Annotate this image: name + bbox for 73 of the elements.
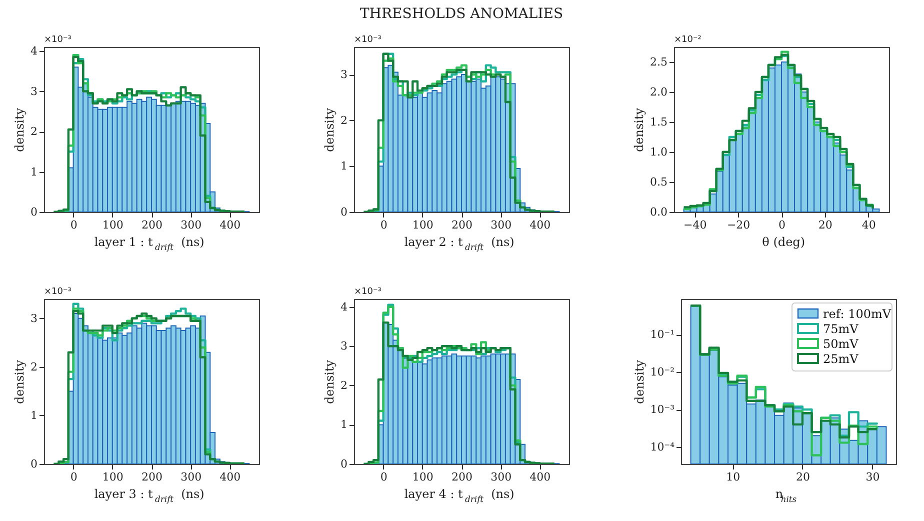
legend-label: 50mV [823,337,859,351]
x-tick-label: 30 [866,470,880,484]
text: ×10⁻³ [354,35,382,45]
y-tick-label: 0.0 [650,206,668,218]
y-tick-label: 1 [30,408,38,422]
y-axis-title: density [632,108,646,152]
x-tick-label: 10 [726,470,740,484]
y-tick-label: 4 [340,300,348,314]
x-tick-label: 0 [380,218,388,232]
x-axis-title: θ (deg) [762,235,806,249]
text: ×10⁻³ [44,35,72,45]
y-tick-label: 4 [30,44,38,58]
y-axis-title: density [12,360,26,404]
y-tick-label: 3 [30,84,38,98]
y-tick-label: 10⁻¹ [650,328,674,342]
x-tick-label: 300 [490,218,512,232]
legend-label: 25mV [823,352,859,366]
x-tick-label: 100 [412,470,434,484]
x-tick-label: 300 [180,218,202,232]
legend-label: 75mV [823,322,859,336]
y-tick-label: 3 [30,312,38,325]
chart-title: THRESHOLDS ANOMALIES [360,6,564,22]
y-tick-label: 2.0 [650,86,668,98]
text: ×10⁻³ [354,287,382,297]
x-tick-label: 300 [180,470,202,484]
x-tick-label: 400 [530,218,551,232]
x-tick-label: 0 [778,218,786,232]
x-tick-label: 200 [142,470,162,484]
y-tick-label: 10⁻⁴ [650,440,676,454]
y-axis-title: density [12,108,26,152]
y-axis-title: density [322,108,336,152]
y-tick-label: 0 [30,458,38,470]
y-tick-label: 2 [30,360,38,374]
x-tick-label: 400 [220,470,241,484]
text: ×10⁻² [674,35,702,45]
x-tick-label: 400 [530,470,551,484]
y-axis-title: density [632,360,646,404]
y-tick-label: 2.5 [650,56,668,68]
x-tick-label: 100 [102,470,124,484]
y-axis-title: density [322,360,336,404]
y-tick-label: 2 [340,378,348,392]
y-tick-label: 0.5 [650,176,668,188]
x-tick-label: 100 [412,218,434,232]
y-tick-label: 1 [340,418,348,432]
y-tick-label: 2 [340,114,348,127]
x-tick-label: 40 [862,218,876,232]
x-tick-label: 300 [490,470,512,484]
y-tick-label: 1 [340,160,348,173]
x-tick-label: 0 [70,470,78,484]
legend-label: ref: 100mV [823,307,892,321]
x-tick-label: 0 [70,218,78,232]
y-tick-label: 2 [30,125,38,138]
x-tick-label: 0 [380,470,388,484]
y-tick-label: 10⁻² [650,366,674,379]
x-tick-label: 20 [818,218,832,232]
x-tick-label: 100 [102,218,124,232]
x-tick-label: 400 [220,218,241,232]
y-tick-label: 0 [340,458,348,470]
y-tick-label: 1 [30,165,38,178]
x-tick-label: 200 [452,218,472,232]
y-tick-label: 0 [340,206,348,218]
y-tick-label: 3 [340,68,348,81]
y-tick-label: 0 [30,206,38,218]
text: ×10⁻³ [44,287,72,297]
x-tick-label: −40 [684,218,707,232]
y-tick-label: 10⁻³ [650,403,674,416]
x-tick-label: −20 [726,218,750,232]
y-tick-label: 3 [340,340,348,353]
y-tick-label: 1.5 [650,116,668,128]
x-tick-label: 20 [796,470,810,484]
x-tick-label: 200 [142,218,162,232]
y-tick-label: 1.0 [650,146,668,158]
x-tick-label: 200 [452,470,472,484]
